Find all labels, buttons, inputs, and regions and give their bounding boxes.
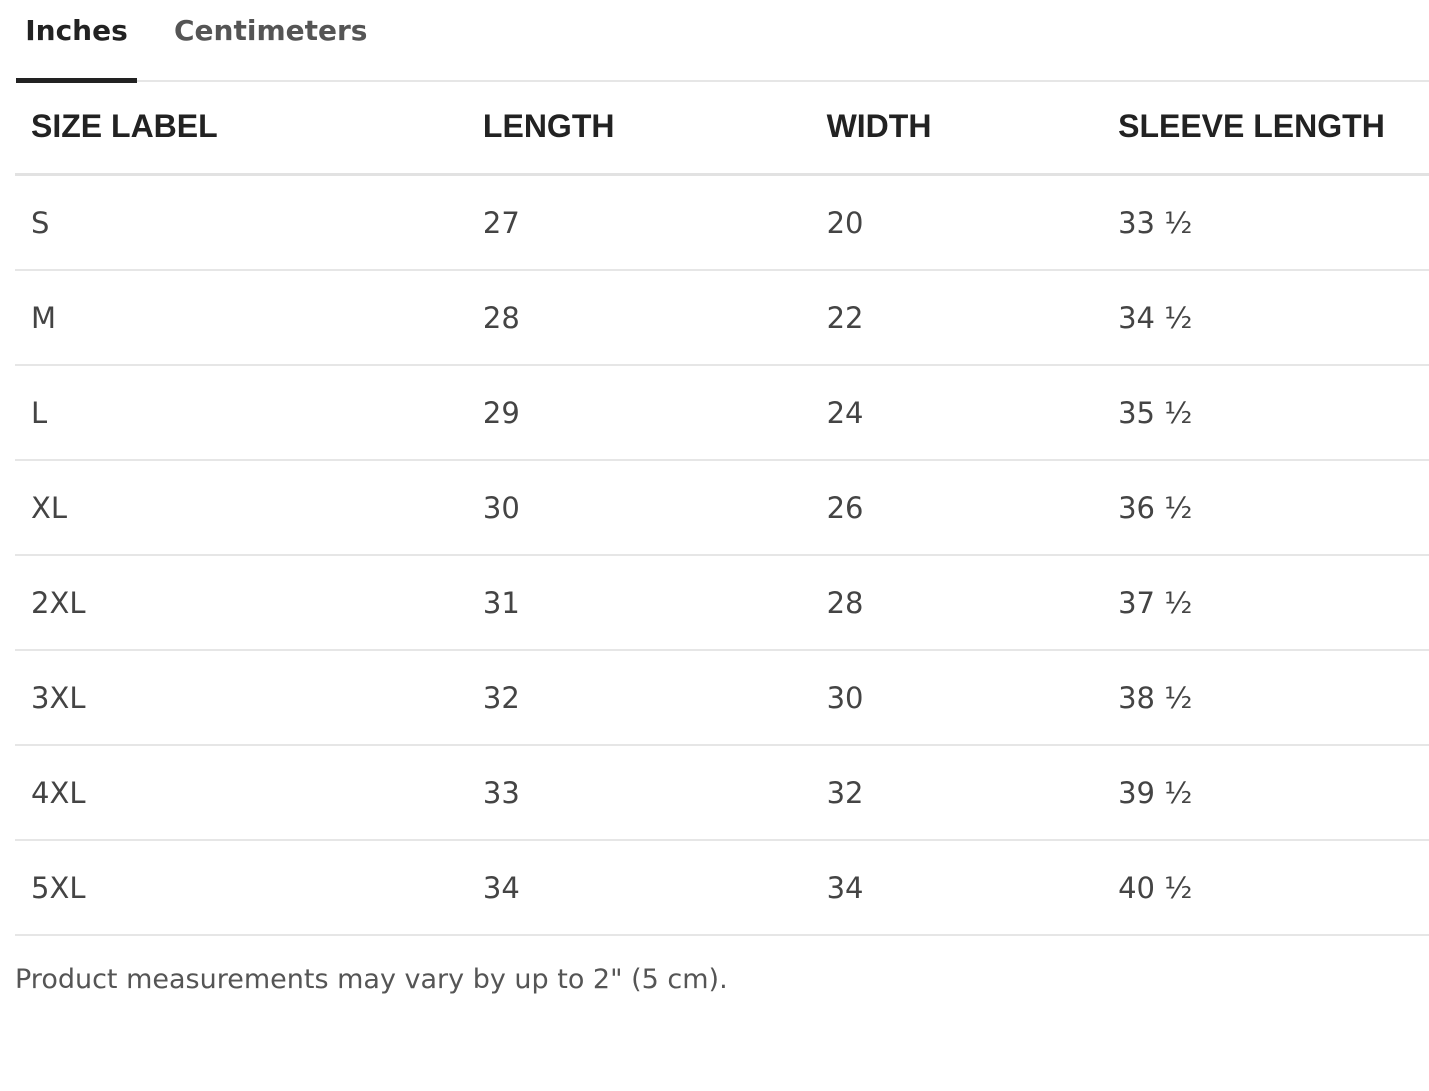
cell: 24 [810,365,1103,461]
cell: 32 [810,745,1103,841]
cell: 28 [466,270,811,366]
column-header: WIDTH [810,80,1103,176]
cell: 5XL [15,840,467,936]
tab[interactable]: Inches [16,14,137,83]
cell: 4XL [15,745,467,841]
cell: 20 [810,174,1103,271]
cell: 34 ½ [1102,270,1429,366]
cell: M [15,270,467,366]
cell: 22 [810,270,1103,366]
cell: XL [15,460,467,556]
cell: 35 ½ [1102,365,1429,461]
unit-tabs: Inches Centimeters [16,0,1429,83]
cell: 34 [466,840,811,936]
cell: L [15,365,467,461]
cell: 33 ½ [1102,174,1429,271]
cell: 40 ½ [1102,840,1429,936]
cell: 32 [466,650,811,746]
column-header: LENGTH [466,80,811,176]
size-row: 4XL 33 32 39 ½ [15,745,1429,841]
size-row: XL 30 26 36 ½ [15,460,1429,556]
cell: 37 ½ [1102,555,1429,651]
size-row: M 28 22 34 ½ [15,270,1429,366]
size-row: 5XL 34 34 40 ½ [15,840,1429,936]
cell: S [15,174,467,271]
cell: 38 ½ [1102,650,1429,746]
cell: 2XL [15,555,467,651]
cell: 36 ½ [1102,460,1429,556]
cell: 27 [466,174,811,271]
cell: 39 ½ [1102,745,1429,841]
cell: 29 [466,365,811,461]
tab[interactable]: Centimeters [174,14,368,47]
size-table: SIZE LABEL LENGTH WIDTH SLEEVE LENGTH S 27 20… [15,80,1429,936]
size-row: L 29 24 35 ½ [15,365,1429,461]
cell: 3XL [15,650,467,746]
size-row: S 27 20 33 ½ [15,174,1429,271]
size-row: 2XL 31 28 37 ½ [15,555,1429,651]
note: Product measurements may vary by up to 2… [15,964,728,995]
header-row: SIZE LABEL LENGTH WIDTH SLEEVE LENGTH [15,80,1429,176]
cell: 31 [466,555,811,651]
cell: 34 [810,840,1103,936]
column-header: SLEEVE LENGTH [1102,80,1429,176]
cell: 30 [466,460,811,556]
cell: 33 [466,745,811,841]
cell: 28 [810,555,1103,651]
cell: 30 [810,650,1103,746]
column-header: SIZE LABEL [15,80,467,176]
size-row: 3XL 32 30 38 ½ [15,650,1429,746]
cell: 26 [810,460,1103,556]
